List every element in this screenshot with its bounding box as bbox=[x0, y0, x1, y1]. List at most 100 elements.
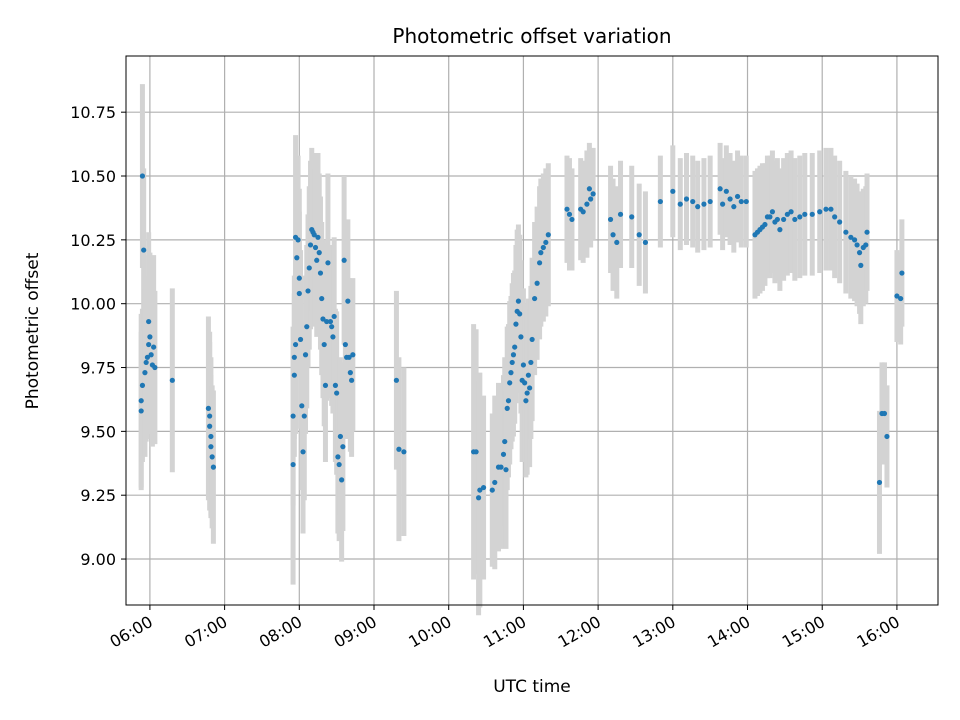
data-point bbox=[797, 214, 803, 220]
data-point bbox=[331, 313, 337, 320]
data-point bbox=[738, 198, 744, 205]
data-point bbox=[629, 214, 635, 220]
data-point bbox=[146, 318, 152, 325]
data-point bbox=[291, 372, 297, 378]
data-point bbox=[858, 262, 864, 268]
data-point bbox=[141, 247, 147, 253]
data-point bbox=[683, 196, 690, 202]
data-point bbox=[350, 352, 356, 358]
y-axis-ticks: 9.00 9.25 9.50 9.75 10.00 10.25 10.50 10.75 bbox=[70, 103, 126, 569]
data-point bbox=[320, 316, 326, 322]
data-point bbox=[837, 219, 843, 225]
data-point bbox=[307, 242, 314, 248]
data-point bbox=[512, 344, 518, 350]
data-point bbox=[523, 398, 529, 404]
data-point bbox=[588, 196, 594, 202]
data-point bbox=[529, 336, 535, 343]
data-point bbox=[315, 234, 321, 240]
data-point bbox=[774, 216, 780, 223]
data-point bbox=[295, 237, 301, 243]
data-point bbox=[139, 382, 146, 388]
data-point bbox=[138, 398, 144, 404]
data-point bbox=[817, 209, 823, 215]
data-point bbox=[843, 229, 849, 235]
data-point bbox=[657, 198, 663, 205]
data-point bbox=[832, 214, 838, 220]
data-point bbox=[525, 372, 531, 378]
data-point bbox=[290, 413, 296, 419]
data-point bbox=[522, 380, 528, 386]
data-point bbox=[540, 244, 546, 251]
data-point bbox=[489, 487, 495, 493]
data-point bbox=[138, 408, 144, 414]
data-point bbox=[513, 321, 519, 327]
data-point bbox=[291, 354, 297, 360]
data-point bbox=[762, 221, 768, 228]
data-point bbox=[325, 260, 331, 266]
data-point bbox=[767, 214, 773, 220]
data-point bbox=[332, 382, 339, 388]
data-point bbox=[342, 341, 348, 348]
data-point bbox=[580, 209, 586, 215]
y-tick-label: 10.50 bbox=[70, 167, 116, 186]
data-point bbox=[743, 198, 749, 205]
data-point bbox=[327, 318, 334, 325]
data-point bbox=[524, 390, 530, 396]
data-points bbox=[138, 173, 905, 501]
data-point bbox=[590, 191, 596, 197]
data-point bbox=[863, 242, 869, 248]
data-point bbox=[152, 364, 158, 371]
y-tick-label: 9.25 bbox=[80, 486, 116, 505]
data-point bbox=[614, 239, 620, 246]
data-point bbox=[322, 382, 329, 388]
data-point bbox=[731, 204, 737, 210]
data-point bbox=[207, 423, 213, 429]
y-tick-label: 9.00 bbox=[80, 550, 116, 569]
data-point bbox=[520, 362, 527, 368]
data-point bbox=[302, 352, 309, 358]
data-point bbox=[317, 270, 324, 276]
data-point bbox=[695, 204, 701, 210]
data-point bbox=[503, 467, 509, 473]
data-point bbox=[677, 201, 683, 207]
plot-frame bbox=[125, 55, 939, 606]
data-point bbox=[348, 377, 355, 383]
data-point bbox=[139, 173, 146, 179]
data-point bbox=[316, 250, 322, 256]
data-point bbox=[876, 479, 883, 486]
data-point bbox=[734, 193, 741, 200]
data-point bbox=[340, 444, 346, 450]
data-point bbox=[690, 198, 696, 205]
data-point bbox=[305, 288, 311, 294]
data-point bbox=[527, 385, 533, 391]
data-point bbox=[329, 324, 335, 330]
data-point bbox=[848, 234, 854, 240]
data-point bbox=[148, 352, 154, 358]
data-point bbox=[147, 334, 153, 340]
data-point bbox=[792, 216, 798, 223]
data-point bbox=[504, 405, 510, 411]
data-point bbox=[296, 275, 302, 281]
data-point bbox=[502, 438, 508, 445]
data-point bbox=[510, 352, 517, 358]
data-point bbox=[143, 359, 149, 366]
y-tick-label: 10.25 bbox=[70, 231, 116, 250]
data-point bbox=[569, 216, 575, 223]
data-point bbox=[564, 206, 570, 212]
data-point bbox=[396, 446, 402, 452]
data-point bbox=[347, 370, 353, 376]
data-point bbox=[297, 336, 304, 343]
data-point bbox=[473, 449, 479, 455]
data-point bbox=[296, 290, 302, 297]
data-point bbox=[210, 464, 217, 470]
data-point bbox=[784, 211, 790, 217]
data-point bbox=[301, 413, 307, 419]
data-point bbox=[617, 211, 624, 217]
data-point bbox=[518, 334, 524, 340]
data-point bbox=[720, 201, 726, 207]
y-tick-label: 9.75 bbox=[80, 359, 116, 378]
data-point bbox=[898, 295, 904, 302]
data-point bbox=[169, 377, 175, 383]
data-point bbox=[324, 318, 330, 325]
